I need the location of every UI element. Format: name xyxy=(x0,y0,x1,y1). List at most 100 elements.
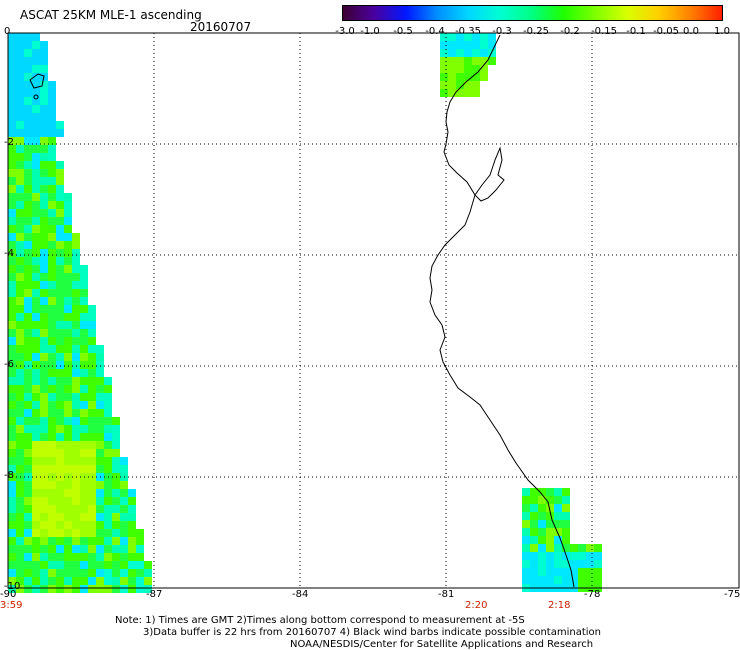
swath-cell xyxy=(32,361,40,369)
swath-cell xyxy=(40,89,48,97)
swath-cell xyxy=(56,313,64,321)
swath-cell xyxy=(56,249,64,257)
swath-cell xyxy=(24,193,32,201)
swath-cell xyxy=(96,545,104,553)
swath-cell xyxy=(24,289,32,297)
swath-cell xyxy=(56,353,64,361)
swath-cell xyxy=(8,433,16,441)
swath-cell xyxy=(16,89,24,97)
swath-cell xyxy=(24,369,32,377)
lon-label: -84 xyxy=(292,589,309,600)
note-line-1: Note: 1) Times are GMT 2)Times along bot… xyxy=(115,615,525,626)
swath-cell xyxy=(64,257,72,265)
swath-cell xyxy=(88,457,96,465)
swath-cell xyxy=(144,561,152,569)
swath-cell xyxy=(40,41,48,49)
swath-cell xyxy=(96,441,104,449)
swath-cell xyxy=(480,33,488,41)
swath-cell xyxy=(72,361,80,369)
swath-cell xyxy=(16,497,24,505)
swath-cell xyxy=(56,457,64,465)
note-line-3: NOAA/NESDIS/Center for Satellite Applica… xyxy=(290,639,594,650)
swath-cell xyxy=(40,433,48,441)
swath-cell xyxy=(40,385,48,393)
swath-cell xyxy=(128,553,136,561)
swath-cell xyxy=(40,57,48,65)
swath-cell xyxy=(56,585,64,593)
swath-cell xyxy=(96,577,104,585)
swath-cell xyxy=(448,81,456,89)
swath-cell xyxy=(112,521,120,529)
swath-cell xyxy=(56,481,64,489)
swath-cell xyxy=(16,137,24,145)
swath-cell xyxy=(8,65,16,73)
swath-cell xyxy=(24,537,32,545)
swath-cell xyxy=(464,89,472,97)
product-title: ASCAT 25KM MLE-1 ascending xyxy=(20,8,202,22)
swath-cell xyxy=(16,521,24,529)
swath-cell xyxy=(120,505,128,513)
swath-cell xyxy=(64,321,72,329)
swath-cell xyxy=(48,401,56,409)
swath-cell xyxy=(16,585,24,593)
swath-cell xyxy=(546,536,554,544)
swath-cell xyxy=(538,560,546,568)
swath-cell xyxy=(464,33,472,41)
swath-cell xyxy=(48,81,56,89)
swath-cell xyxy=(530,496,538,504)
swath-cell xyxy=(538,544,546,552)
swath-cell xyxy=(80,545,88,553)
swath-cell xyxy=(56,305,64,313)
swath-cell xyxy=(48,265,56,273)
swath-cell xyxy=(48,297,56,305)
swath-cell xyxy=(570,552,578,560)
swath-cell xyxy=(88,513,96,521)
swath-cell xyxy=(64,497,72,505)
swath-cell xyxy=(40,273,48,281)
swath-cell xyxy=(8,217,16,225)
swath-cell xyxy=(56,225,64,233)
swath-cell xyxy=(538,520,546,528)
swath-cell xyxy=(8,209,16,217)
swath-cell xyxy=(88,497,96,505)
swath-cell xyxy=(48,305,56,313)
swath-cell xyxy=(16,209,24,217)
swath-cell xyxy=(104,481,112,489)
swath-cell xyxy=(88,449,96,457)
swath-cell xyxy=(456,65,464,73)
swath-cell xyxy=(112,481,120,489)
swath-cell xyxy=(554,568,562,576)
swath-cell xyxy=(16,193,24,201)
swath-cell xyxy=(96,457,104,465)
swath-cell xyxy=(480,41,488,49)
swath-cell xyxy=(120,529,128,537)
swath-cell xyxy=(538,552,546,560)
swath-cell xyxy=(64,337,72,345)
swath-cell xyxy=(72,409,80,417)
swath-cell xyxy=(32,41,40,49)
swath-cell xyxy=(80,273,88,281)
swath-cell xyxy=(72,433,80,441)
swath-cell xyxy=(48,393,56,401)
swath-cell xyxy=(16,441,24,449)
swath-cell xyxy=(104,489,112,497)
swath-cell xyxy=(88,545,96,553)
swath-cell xyxy=(8,529,16,537)
lon-label: -87 xyxy=(146,589,163,600)
swath-cell xyxy=(96,513,104,521)
swath-cell xyxy=(64,449,72,457)
swath-cell xyxy=(64,393,72,401)
swath-cell xyxy=(8,137,16,145)
swath-cell xyxy=(8,561,16,569)
colorbar-label: -3.0 xyxy=(335,26,355,37)
swath-cell xyxy=(32,369,40,377)
swath-cell xyxy=(40,561,48,569)
swath-cell xyxy=(16,425,24,433)
swath-cell xyxy=(8,361,16,369)
swath-cell xyxy=(64,305,72,313)
swath-cell xyxy=(80,417,88,425)
swath-cell xyxy=(136,585,144,593)
swath-cell xyxy=(64,209,72,217)
swath-cell xyxy=(56,121,64,129)
swath-cell xyxy=(530,576,538,584)
